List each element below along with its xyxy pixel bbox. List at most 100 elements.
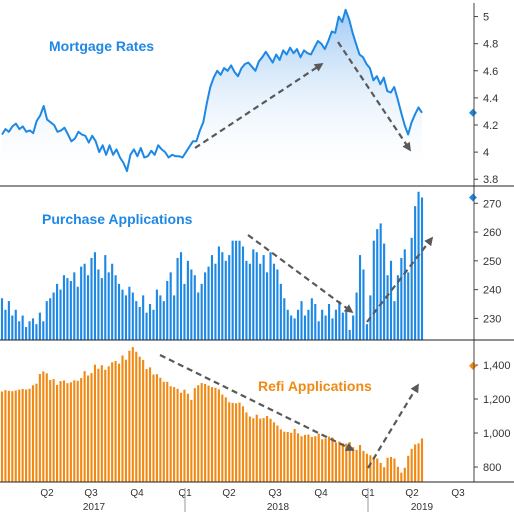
purchase-bar xyxy=(62,275,66,340)
purchase-bar xyxy=(341,312,344,340)
purchase-ytick-label: 270 xyxy=(483,198,501,210)
refi-bar xyxy=(59,381,62,482)
refi-bar xyxy=(396,466,399,482)
refi-bar xyxy=(362,450,365,482)
refi-bar xyxy=(66,383,69,482)
refi-bar xyxy=(379,462,382,482)
refi-bar xyxy=(300,436,303,482)
purchase-bar xyxy=(393,301,396,340)
refi-bar xyxy=(107,366,110,482)
refi-bar xyxy=(152,374,155,482)
purchase-bar xyxy=(179,252,183,340)
refi-bar xyxy=(407,455,410,482)
purchase-bar xyxy=(204,272,207,340)
purchase-bar xyxy=(31,318,35,340)
purchase-bar xyxy=(152,309,155,340)
refi-bar xyxy=(372,457,375,482)
refi-bar xyxy=(97,368,100,482)
mortgage-rates-line xyxy=(1,8,423,173)
purchase-bar xyxy=(193,275,196,340)
purchase-bar xyxy=(28,321,31,340)
refi-last-value-marker xyxy=(469,361,477,370)
x-quarter-label: Q2 xyxy=(40,488,54,499)
refi-bar xyxy=(327,436,331,482)
refi-bar xyxy=(235,403,238,482)
panel-refi-applications: 800 1,000 1,200 1,400 xyxy=(0,347,511,482)
purchase-bar xyxy=(372,240,375,340)
purchase-bar xyxy=(42,321,45,340)
purchase-bar xyxy=(4,309,7,340)
refi-bar xyxy=(114,360,117,482)
x-year-label: 2017 xyxy=(83,502,106,512)
refi-bar xyxy=(269,418,272,482)
refi-ytick-label: 800 xyxy=(483,462,501,474)
purchase-bar xyxy=(355,292,358,340)
rates-ytick-label: 4.4 xyxy=(483,93,498,105)
purchase-bar xyxy=(266,272,269,340)
refi-bar xyxy=(200,383,203,482)
refi-bar xyxy=(111,362,114,482)
refi-bar xyxy=(369,455,372,482)
purchase-bar xyxy=(18,321,21,340)
refi-bar xyxy=(352,447,355,482)
purchase-bar xyxy=(245,260,248,340)
purchase-bar xyxy=(314,304,317,340)
purchase-bar xyxy=(348,329,351,340)
refi-bar xyxy=(290,432,293,482)
purchase-bar xyxy=(100,278,103,340)
purchase-bar xyxy=(142,295,145,340)
x-year-label: 2019 xyxy=(411,502,434,512)
refi-bar xyxy=(414,444,417,482)
purchase-bar xyxy=(104,255,107,340)
purchase-bar xyxy=(56,283,59,340)
purchase-bar xyxy=(389,260,393,340)
refi-bar xyxy=(338,441,341,482)
refi-bar xyxy=(93,364,97,482)
trend-arrow xyxy=(159,354,355,451)
refi-bar xyxy=(365,453,368,482)
refi-bar xyxy=(279,429,282,482)
refi-bar xyxy=(56,384,59,482)
refi-bar xyxy=(283,431,286,482)
x-quarter-label: Q2 xyxy=(405,488,419,499)
refi-applications-title: Refi Applications xyxy=(258,378,372,394)
refi-bar xyxy=(4,390,7,482)
panel-titles: Mortgage Rates Purchase Applications Ref… xyxy=(42,38,372,394)
refi-bar xyxy=(262,418,265,482)
refi-bar xyxy=(117,363,121,482)
purchase-bar xyxy=(241,246,245,340)
purchase-bar xyxy=(297,309,300,340)
purchase-bar xyxy=(410,237,413,340)
refi-bar xyxy=(179,392,183,482)
panel-frames xyxy=(0,3,514,483)
purchase-bar xyxy=(324,315,327,340)
refi-bar xyxy=(393,458,396,482)
purchase-bar xyxy=(300,301,303,340)
trend-arrow xyxy=(247,234,354,314)
refi-bar xyxy=(0,391,4,482)
refi-bar xyxy=(400,472,403,482)
refi-bar xyxy=(18,389,21,482)
purchase-bar xyxy=(207,266,210,340)
refi-bar xyxy=(293,428,296,482)
refi-bar xyxy=(238,402,241,482)
purchase-bar xyxy=(128,286,131,340)
purchase-bar xyxy=(334,309,337,340)
refi-bar xyxy=(245,412,248,482)
refi-bar xyxy=(210,387,214,482)
purchase-bar xyxy=(183,283,186,340)
purchase-bar xyxy=(169,272,172,340)
refi-bar xyxy=(100,365,103,482)
purchase-bar xyxy=(49,298,52,340)
purchase-bar xyxy=(45,301,48,340)
refi-bar xyxy=(252,418,255,482)
refi-bar xyxy=(383,467,386,482)
refi-bar xyxy=(142,359,145,482)
purchase-bar xyxy=(379,223,382,340)
refi-bar xyxy=(331,437,334,482)
purchase-bar xyxy=(173,295,176,340)
purchase-bar xyxy=(338,301,341,340)
purchase-bar xyxy=(83,263,86,340)
